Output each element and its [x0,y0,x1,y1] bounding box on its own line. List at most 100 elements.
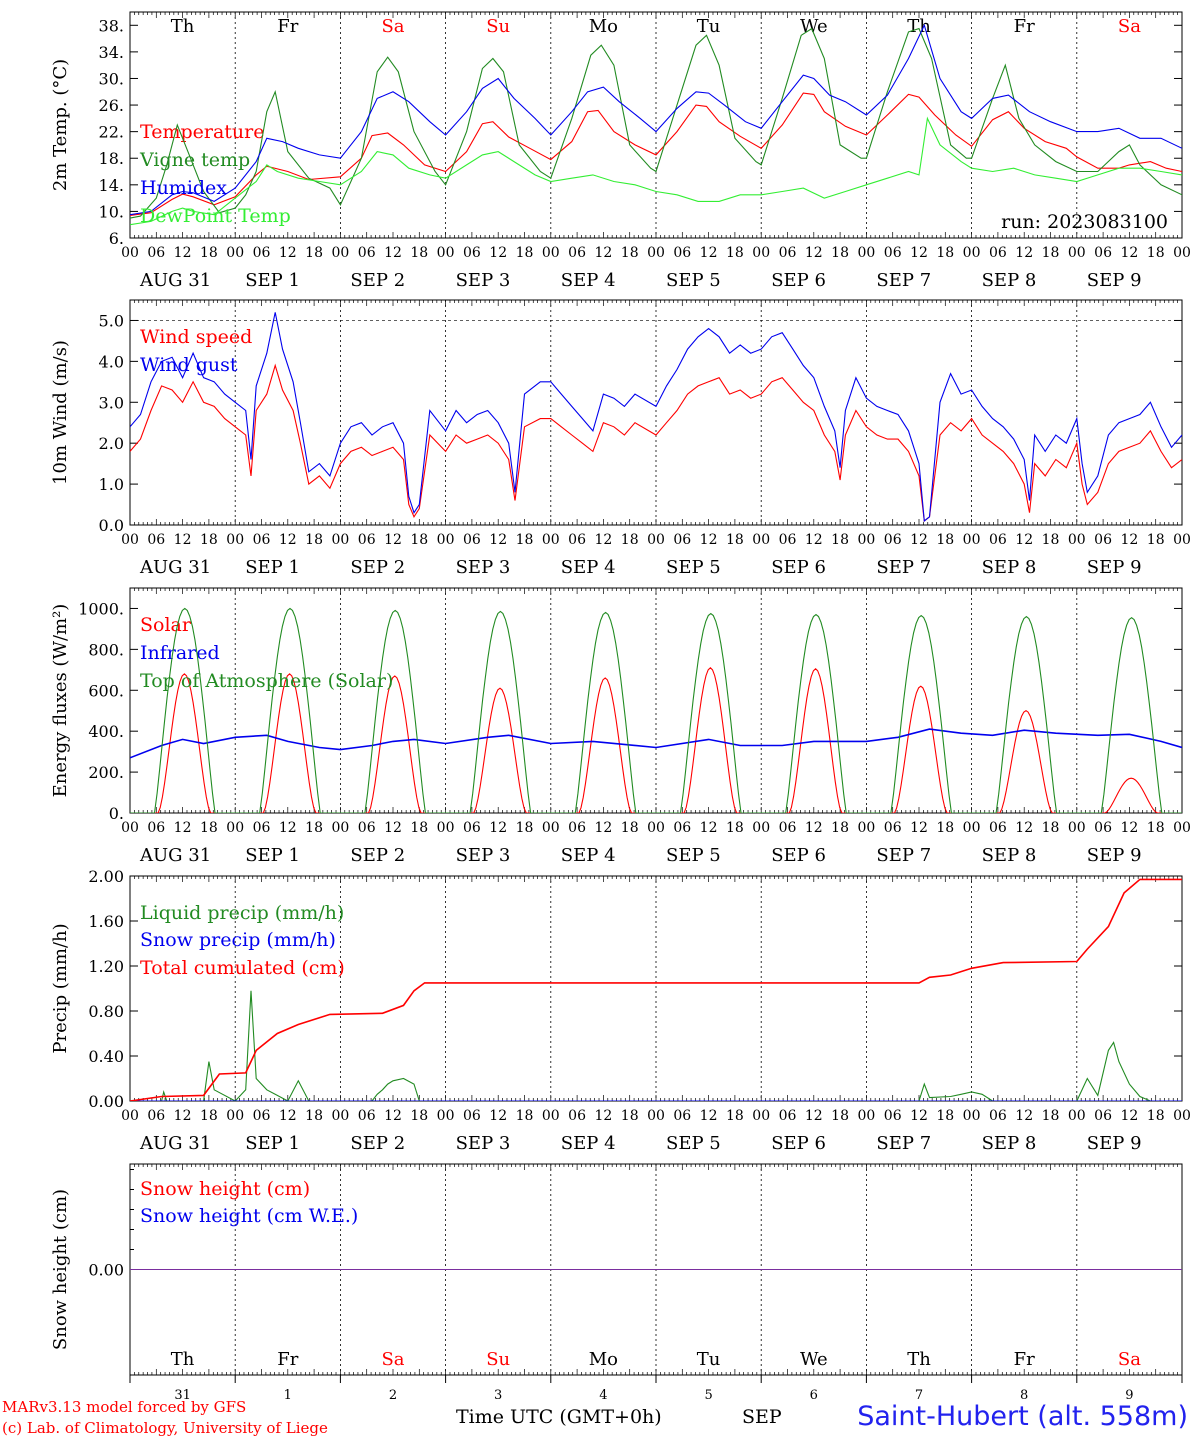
date-label: SEP 7 [876,270,931,291]
hour-tick-label: 12 [594,820,612,836]
hour-tick-label: 00 [647,245,665,261]
hour-tick-label: 12 [594,245,612,261]
panel-snow: 0.00 Snow height (cm) Snow height (cm) Snow… [50,1163,1183,1376]
date-label: SEP 9 [1087,557,1142,578]
hour-tick-label: 12 [805,820,823,836]
hour-tick-label: 12 [910,245,928,261]
hour-tick-label: 12 [384,1108,402,1124]
y-tick-label: 2.0 [99,434,124,453]
y-axis-label: 2m Temp. (°C) [50,59,71,191]
y-axis-label: Energy fluxes (W/m²) [50,604,71,798]
hour-tick-label: 12 [174,1108,192,1124]
hour-tick-label: 12 [594,1108,612,1124]
y-tick-label: 0.00 [88,1261,124,1280]
hour-tick-label: 18 [305,532,323,548]
hour-tick-label: 00 [226,532,244,548]
y-tick-label: 6. [109,229,124,248]
legend-entry: Snow precip (mm/h) [140,929,336,951]
legend-entry: Wind speed [140,326,252,348]
date-label: SEP 6 [771,1133,826,1154]
legend-entry: Liquid precip (mm/h) [140,902,344,924]
hour-tick-label: 18 [410,532,428,548]
hour-tick-label: 06 [463,245,481,261]
hour-tick-label: 18 [200,1108,218,1124]
hour-tick-label: 00 [963,532,981,548]
legend-entry: Snow height (cm) [140,1178,310,1200]
day-number-label: 7 [915,1388,923,1403]
station-name: Saint-Hubert (alt. 558m) [857,1401,1188,1432]
hour-tick-label: 12 [384,532,402,548]
hour-tick-label: 18 [1042,245,1060,261]
hour-tick-label: 00 [226,245,244,261]
hour-tick-label: 18 [936,1108,954,1124]
date-label: SEP 2 [350,557,405,578]
hour-tick-label: 18 [936,532,954,548]
hour-tick-label: 00 [1173,820,1191,836]
series-line-infrared [130,728,1182,759]
y-tick-label: 400. [88,722,124,741]
hour-tick-label: 18 [831,245,849,261]
hour-tick-label: 12 [700,1108,718,1124]
date-label: SEP 1 [245,557,300,578]
hour-tick-label: 06 [253,532,271,548]
weekday-label: Mo [589,16,618,37]
hour-tick-label: 06 [989,1108,1007,1124]
series-line-solar [130,667,1182,813]
hour-tick-label: 06 [673,245,691,261]
y-tick-label: 4.0 [99,352,124,371]
legend-entry: Humidex [140,177,227,199]
y-tick-label: 30. [99,69,124,88]
y-tick-label: 600. [88,681,124,700]
hour-tick-label: 18 [831,532,849,548]
hour-tick-label: 00 [437,1108,455,1124]
series-line-total-cumulated-cm- [130,878,1182,1101]
hour-tick-label: 00 [542,532,560,548]
hour-tick-label: 06 [463,1108,481,1124]
legend-entry: Solar [140,614,192,636]
hour-tick-label: 06 [884,245,902,261]
hour-tick-label: 06 [463,532,481,548]
date-label: SEP 6 [771,270,826,291]
hour-tick-label: 06 [568,245,586,261]
hour-tick-label: 12 [489,1108,507,1124]
legend-entry: Temperature [140,121,264,143]
legend-entry: Vigne temp [139,149,250,171]
hour-tick-label: 00 [963,1108,981,1124]
series-line-wind-speed [130,363,1182,522]
hour-tick-label: 18 [726,245,744,261]
day-number-label: 6 [810,1388,818,1403]
date-label: SEP 2 [350,845,405,866]
hour-tick-label: 06 [989,532,1007,548]
hour-tick-label: 18 [516,532,534,548]
hour-tick-label: 18 [516,820,534,836]
hour-tick-label: 00 [437,820,455,836]
hour-tick-label: 18 [410,245,428,261]
hour-tick-label: 12 [1120,245,1138,261]
hour-tick-label: 06 [253,245,271,261]
hour-tick-label: 06 [779,820,797,836]
hour-tick-label: 06 [673,820,691,836]
hour-tick-label: 18 [726,1108,744,1124]
date-label: AUG 31 [139,845,211,866]
hour-tick-label: 06 [884,1108,902,1124]
weekday-label: Fr [1014,1349,1035,1370]
date-label: SEP 4 [561,270,616,291]
hour-tick-label: 18 [200,532,218,548]
date-label: SEP 5 [666,845,721,866]
panel-temp: 6. 10. 14. 18. 22. 26. 30. 34. 38. 2m Temp. (°C) T… [50,11,1191,291]
hour-tick-label: 06 [358,820,376,836]
hour-tick-label: 06 [568,1108,586,1124]
hour-tick-label: 12 [174,532,192,548]
y-tick-label: 800. [88,640,124,659]
hour-tick-label: 00 [121,820,139,836]
hour-tick-label: 00 [963,245,981,261]
hour-tick-label: 06 [673,532,691,548]
hour-tick-label: 00 [857,1108,875,1124]
hour-tick-label: 00 [331,532,349,548]
hour-tick-label: 12 [489,820,507,836]
hour-tick-label: 12 [174,245,192,261]
hour-tick-label: 06 [568,820,586,836]
weekday-label: Su [486,16,510,37]
date-label: SEP 5 [666,270,721,291]
hour-tick-label: 06 [253,820,271,836]
